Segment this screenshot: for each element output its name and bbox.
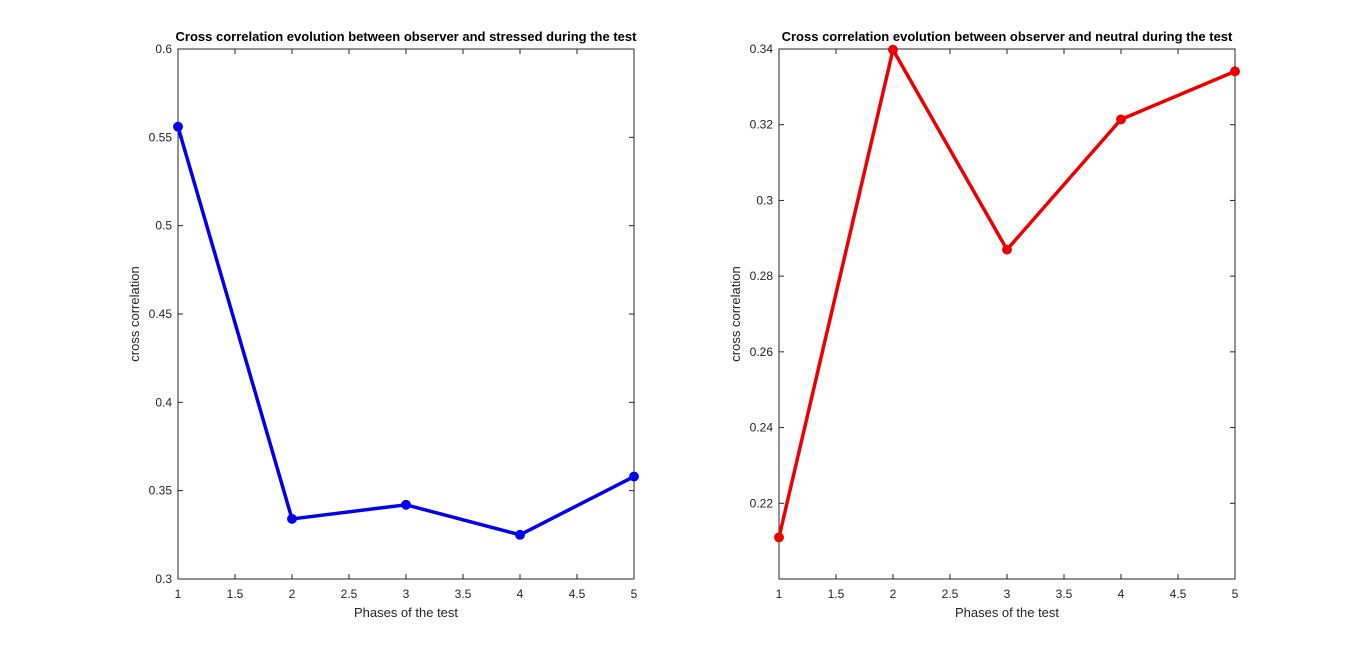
data-point — [888, 44, 898, 55]
x-tick-label: 2.5 — [341, 587, 358, 601]
chart-title: Cross correlation evolution between obse… — [176, 29, 638, 44]
data-point — [1116, 114, 1126, 125]
y-tick-label: 0.45 — [149, 307, 173, 321]
y-tick-label: 0.4 — [155, 395, 172, 409]
x-tick-label: 2 — [890, 587, 897, 601]
y-tick-label: 0.3 — [756, 193, 773, 207]
data-point — [629, 471, 639, 482]
axes-box — [177, 48, 635, 580]
x-tick-label: 1 — [175, 587, 182, 601]
left-chart: Cross correlation evolution between obse… — [127, 29, 639, 620]
x-tick-label: 4 — [1118, 587, 1125, 601]
x-tick-label: 4.5 — [569, 587, 586, 601]
x-axis-label: Phases of the test — [955, 605, 1059, 620]
y-tick-label: 0.3 — [155, 572, 172, 586]
data-point — [515, 529, 525, 540]
y-axis-label: cross correlation — [127, 266, 142, 361]
x-tick-label: 2 — [289, 587, 296, 601]
x-tick-label: 1.5 — [828, 587, 845, 601]
data-point — [287, 513, 297, 524]
x-tick-label: 5 — [1232, 587, 1239, 601]
x-tick-label: 3.5 — [1056, 587, 1073, 601]
y-tick-label: 0.22 — [750, 496, 774, 510]
data-point — [401, 499, 411, 510]
y-tick-label: 0.55 — [149, 130, 173, 144]
series-line — [777, 48, 1237, 540]
y-tick-label: 0.6 — [155, 42, 172, 56]
y-tick-label: 0.24 — [750, 421, 774, 435]
y-tick-label: 0.28 — [750, 269, 774, 283]
series-line — [176, 124, 636, 537]
data-point — [1230, 66, 1240, 77]
x-tick-label: 4 — [517, 587, 524, 601]
y-tick-label: 0.26 — [750, 345, 774, 359]
y-tick-label: 0.35 — [149, 484, 173, 498]
y-tick-label: 0.34 — [750, 42, 774, 56]
x-tick-label: 4.5 — [1170, 587, 1187, 601]
x-tick-label: 5 — [631, 587, 638, 601]
x-axis-label: Phases of the test — [354, 605, 458, 620]
y-tick-label: 0.32 — [750, 118, 774, 132]
chart-title: Cross correlation evolution between obse… — [782, 29, 1233, 44]
x-tick-label: 3.5 — [455, 587, 472, 601]
right-chart: Cross correlation evolution between obse… — [728, 29, 1240, 620]
x-tick-label: 3 — [403, 587, 410, 601]
x-tick-label: 3 — [1004, 587, 1011, 601]
y-tick-label: 0.5 — [155, 219, 172, 233]
x-tick-label: 1 — [776, 587, 783, 601]
data-point — [774, 532, 784, 543]
data-point — [173, 121, 183, 132]
data-point — [1002, 244, 1012, 255]
x-tick-label: 1.5 — [227, 587, 244, 601]
axes-box — [778, 48, 1236, 580]
y-axis-label: cross correlation — [728, 266, 743, 361]
x-tick-label: 2.5 — [942, 587, 959, 601]
